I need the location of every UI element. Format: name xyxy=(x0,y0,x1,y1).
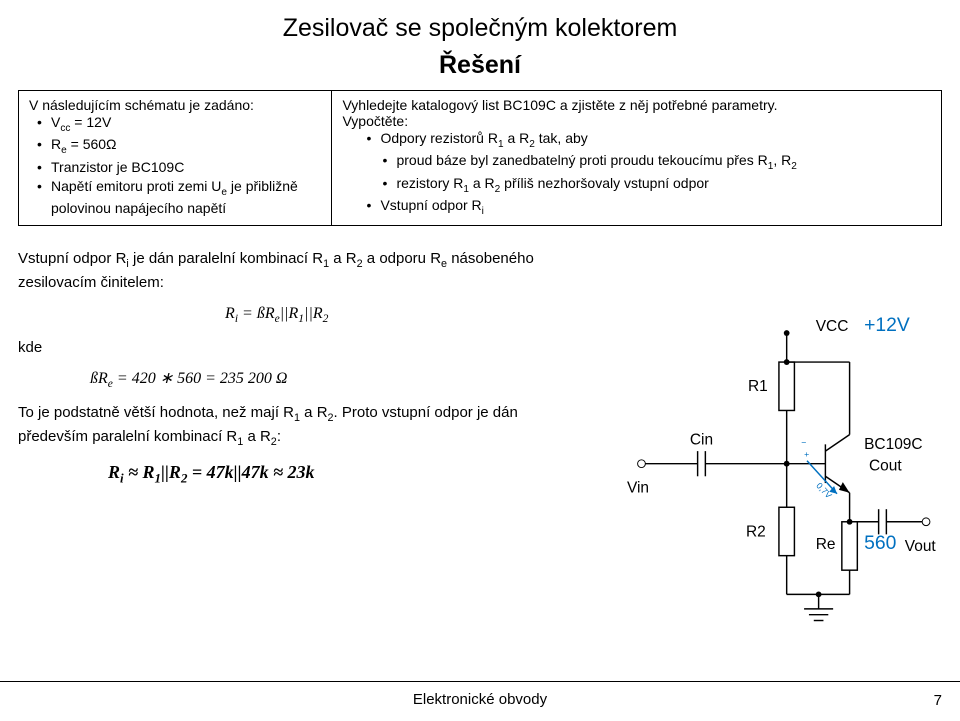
task-given-intro: V následujícím schématu je zadáno: xyxy=(29,97,321,113)
r1-label: R1 xyxy=(748,378,768,395)
vcc-value: +12V xyxy=(865,314,911,336)
given-item: Re = 560Ω xyxy=(29,135,321,157)
task-right-intro2: Vypočtěte: xyxy=(342,113,931,129)
bjt-label: BC109C xyxy=(865,436,923,453)
circuit-diagram: VCC +12V R1 R2 Cin Vi xyxy=(535,240,942,716)
cout-label: Cout xyxy=(869,457,902,474)
todo-item: Vstupní odpor Ri xyxy=(342,196,931,218)
equation-2: ßRe = 420 ∗ 560 = 235 200 Ω xyxy=(18,368,535,392)
vin-label: Vin xyxy=(627,479,649,496)
given-item: Napětí emitoru proti zemi Ue je přibližn… xyxy=(29,177,321,218)
plus-mark: + xyxy=(805,448,810,458)
page-subtitle: Řešení xyxy=(0,47,960,90)
schematic-svg: VCC +12V R1 R2 Cin Vi xyxy=(535,240,942,716)
todo-item: Odpory rezistorů R1 a R2 tak, aby xyxy=(342,129,931,151)
re-value: 560 xyxy=(865,531,897,553)
page-title: Zesilovač se společným kolektorem xyxy=(0,0,960,47)
cin-label: Cin xyxy=(690,431,713,448)
todo-item: rezistory R1 a R2 příliš nezhoršovaly vs… xyxy=(342,174,931,196)
kde-label: kde xyxy=(18,337,535,358)
solution-p2: To je podstatně větší hodnota, než mají … xyxy=(18,402,535,450)
solution-p1: Vstupní odpor Ri je dán paralelní kombin… xyxy=(18,248,535,293)
task-box: V následujícím schématu je zadáno: Vcc =… xyxy=(18,90,942,226)
equation-1: Ri = ßRe||R1||R2 xyxy=(18,303,535,327)
task-todo: Vyhledejte katalogový list BC109C a zjis… xyxy=(332,91,941,225)
vbe-label: 0,7V xyxy=(815,480,835,500)
task-right-intro: Vyhledejte katalogový list BC109C a zjis… xyxy=(342,97,931,113)
vout-label: Vout xyxy=(905,537,937,554)
given-item: Vcc = 12V xyxy=(29,113,321,135)
vcc-label: VCC xyxy=(816,318,849,335)
solution-text: Vstupní odpor Ri je dán paralelní kombin… xyxy=(18,240,535,716)
re-label: Re xyxy=(816,535,836,552)
given-item: Tranzistor je BC109C xyxy=(29,158,321,177)
task-given: V následujícím schématu je zadáno: Vcc =… xyxy=(19,91,332,225)
todo-item: proud báze byl zanedbatelný proti proudu… xyxy=(342,151,931,173)
footer: Elektronické obvody xyxy=(0,682,960,716)
r2-label: R2 xyxy=(746,523,766,540)
page-number: 7 xyxy=(934,692,942,709)
footer-text: Elektronické obvody xyxy=(413,691,547,708)
minus-mark: − xyxy=(802,437,807,447)
equation-3: Ri ≈ R1||R2 = 47k||47k ≈ 23k xyxy=(18,460,535,488)
